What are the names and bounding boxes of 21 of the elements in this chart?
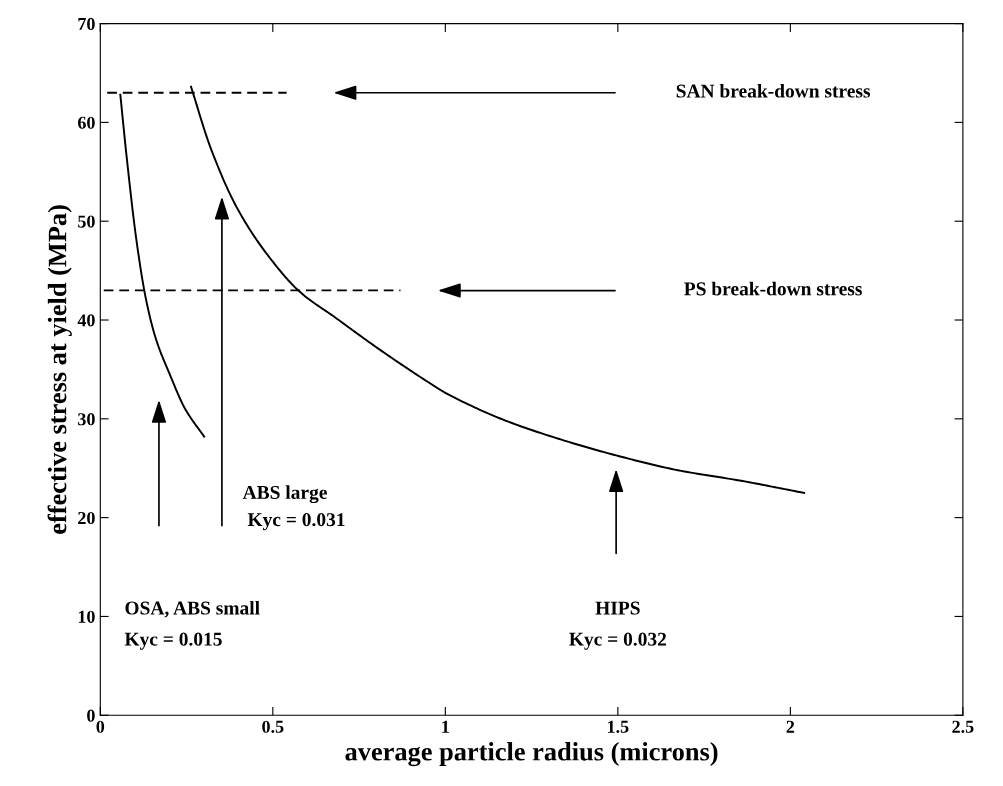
y-tick-label: 70: [78, 17, 95, 31]
x-tick-label: 1: [442, 720, 449, 733]
x-tick-label: 2: [786, 720, 795, 733]
y-tick-label: 10: [78, 610, 95, 623]
annotation: HIPS Kyc = 0.032: [569, 601, 667, 650]
y-axis-title: effective stress at yield (MPa): [47, 205, 72, 534]
y-tick-label: 40: [77, 314, 95, 327]
y-tick-label: 60: [78, 116, 95, 129]
annotation: OSA, ABS small Kyc = 0.015: [124, 600, 260, 650]
x-tick-label: 2.5: [952, 720, 974, 733]
x-axis-title: average particle radius (microns): [345, 742, 718, 767]
x-tick-label: 1.5: [608, 720, 629, 733]
x-tick-label: 0: [96, 720, 105, 733]
annotation: PS break-down stress: [684, 281, 862, 296]
x-tick-label: 0.5: [262, 720, 284, 733]
annotation: ABS large Kyc = 0.031: [242, 485, 345, 531]
y-tick-label: 30: [78, 413, 95, 426]
y-tick-label: 50: [78, 215, 95, 228]
y-tick-label: 20: [78, 511, 95, 525]
annotation: SAN break-down stress: [676, 83, 871, 98]
y-tick-label: 0: [87, 709, 95, 722]
